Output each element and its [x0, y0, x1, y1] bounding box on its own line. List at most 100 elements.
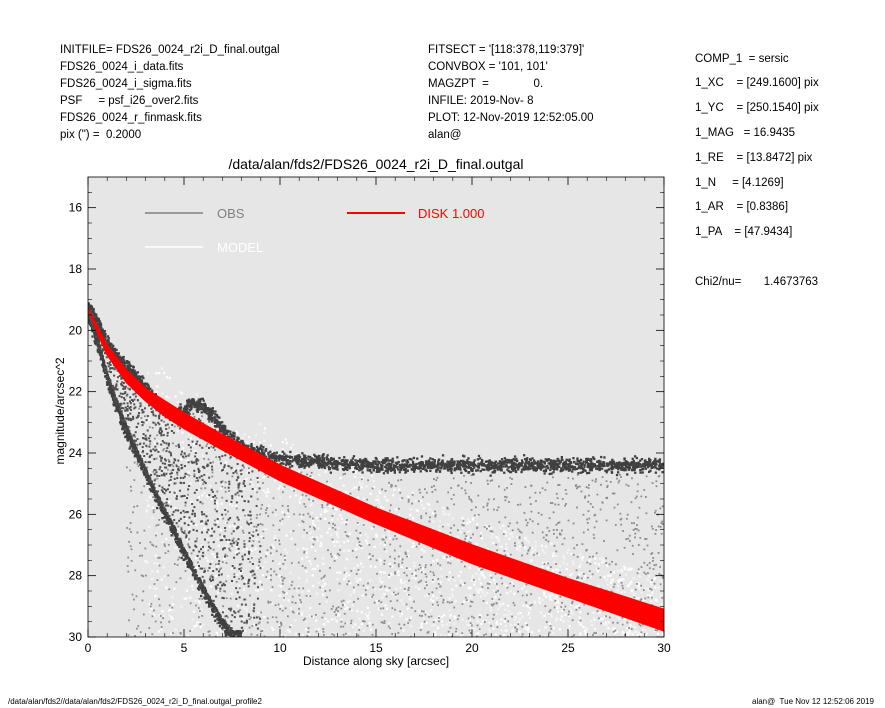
data-point — [414, 499, 417, 502]
data-point — [243, 466, 245, 469]
data-point — [284, 566, 287, 569]
data-point — [263, 431, 266, 434]
data-point — [654, 466, 657, 469]
data-point — [215, 565, 219, 568]
data-point — [309, 595, 312, 597]
data-point — [271, 553, 274, 556]
data-point — [580, 622, 583, 625]
data-point — [303, 549, 306, 552]
data-point — [142, 451, 145, 454]
data-point — [388, 481, 390, 484]
data-point — [468, 629, 471, 632]
data-point — [403, 572, 406, 574]
data-point — [402, 581, 405, 585]
data-point — [210, 408, 214, 412]
data-point — [371, 555, 374, 557]
header-initfile: INITFILE= FDS26_0024_r2i_D_final.outgal — [60, 44, 280, 56]
data-point — [285, 534, 288, 537]
data-point — [329, 567, 331, 569]
data-point — [189, 630, 191, 632]
data-point — [577, 621, 581, 624]
data-point — [476, 527, 478, 530]
data-point — [187, 404, 190, 407]
data-point — [187, 577, 191, 581]
data-point — [115, 354, 118, 357]
data-point — [435, 596, 439, 599]
data-point — [212, 461, 214, 464]
data-point — [397, 592, 400, 595]
data-point — [271, 543, 274, 546]
data-point — [171, 606, 174, 609]
data-point — [603, 575, 606, 578]
data-point — [446, 623, 449, 626]
data-point — [160, 626, 163, 628]
data-point — [376, 572, 378, 575]
data-point — [433, 578, 436, 581]
data-point — [412, 574, 415, 577]
data-point — [236, 487, 239, 490]
data-point — [542, 614, 545, 618]
data-point — [153, 609, 155, 612]
data-point — [592, 634, 594, 636]
data-point — [639, 624, 642, 627]
data-point — [555, 617, 558, 620]
data-point — [588, 517, 591, 520]
data-point — [515, 457, 518, 461]
data-point — [219, 458, 221, 461]
data-point — [654, 574, 657, 577]
data-point — [567, 477, 570, 479]
data-point — [252, 540, 255, 542]
data-point — [310, 471, 313, 474]
data-point — [629, 582, 632, 585]
data-point — [270, 574, 272, 577]
data-point — [408, 598, 411, 601]
data-point — [545, 534, 548, 537]
data-point — [627, 637, 629, 639]
data-point — [463, 521, 466, 524]
data-point — [499, 634, 502, 637]
data-point — [151, 506, 154, 509]
data-point — [308, 614, 311, 617]
data-point — [431, 624, 434, 627]
data-point — [251, 484, 254, 487]
header-convbox: CONVBOX = '101, 101' — [428, 61, 548, 73]
data-point — [346, 468, 349, 471]
data-point — [294, 457, 297, 460]
data-point — [593, 526, 596, 529]
data-point — [154, 554, 157, 557]
data-point — [330, 618, 333, 621]
data-point — [207, 458, 210, 461]
data-point — [628, 627, 630, 629]
data-point — [594, 557, 597, 560]
data-point — [371, 623, 374, 626]
data-point — [552, 554, 555, 558]
data-point — [295, 452, 298, 456]
data-point — [579, 619, 582, 622]
data-point — [268, 455, 271, 458]
data-point — [207, 541, 210, 544]
data-point — [603, 560, 606, 563]
data-point — [435, 470, 438, 473]
data-point — [572, 638, 574, 640]
data-point — [335, 531, 338, 534]
data-point — [244, 444, 247, 447]
data-point — [650, 553, 653, 555]
data-point — [411, 465, 414, 468]
data-point — [366, 542, 369, 545]
data-point — [537, 600, 540, 603]
data-point — [463, 532, 466, 535]
data-point — [556, 617, 559, 620]
data-point — [109, 347, 112, 350]
data-point — [385, 588, 388, 591]
data-point — [438, 520, 442, 523]
data-point — [267, 504, 270, 507]
data-point — [521, 554, 523, 557]
data-point — [333, 554, 336, 557]
data-point — [591, 639, 593, 641]
data-point — [200, 544, 204, 547]
data-point — [473, 514, 476, 517]
data-point — [150, 602, 153, 605]
data-point — [525, 601, 528, 604]
data-point — [359, 543, 362, 546]
data-point — [553, 533, 555, 535]
